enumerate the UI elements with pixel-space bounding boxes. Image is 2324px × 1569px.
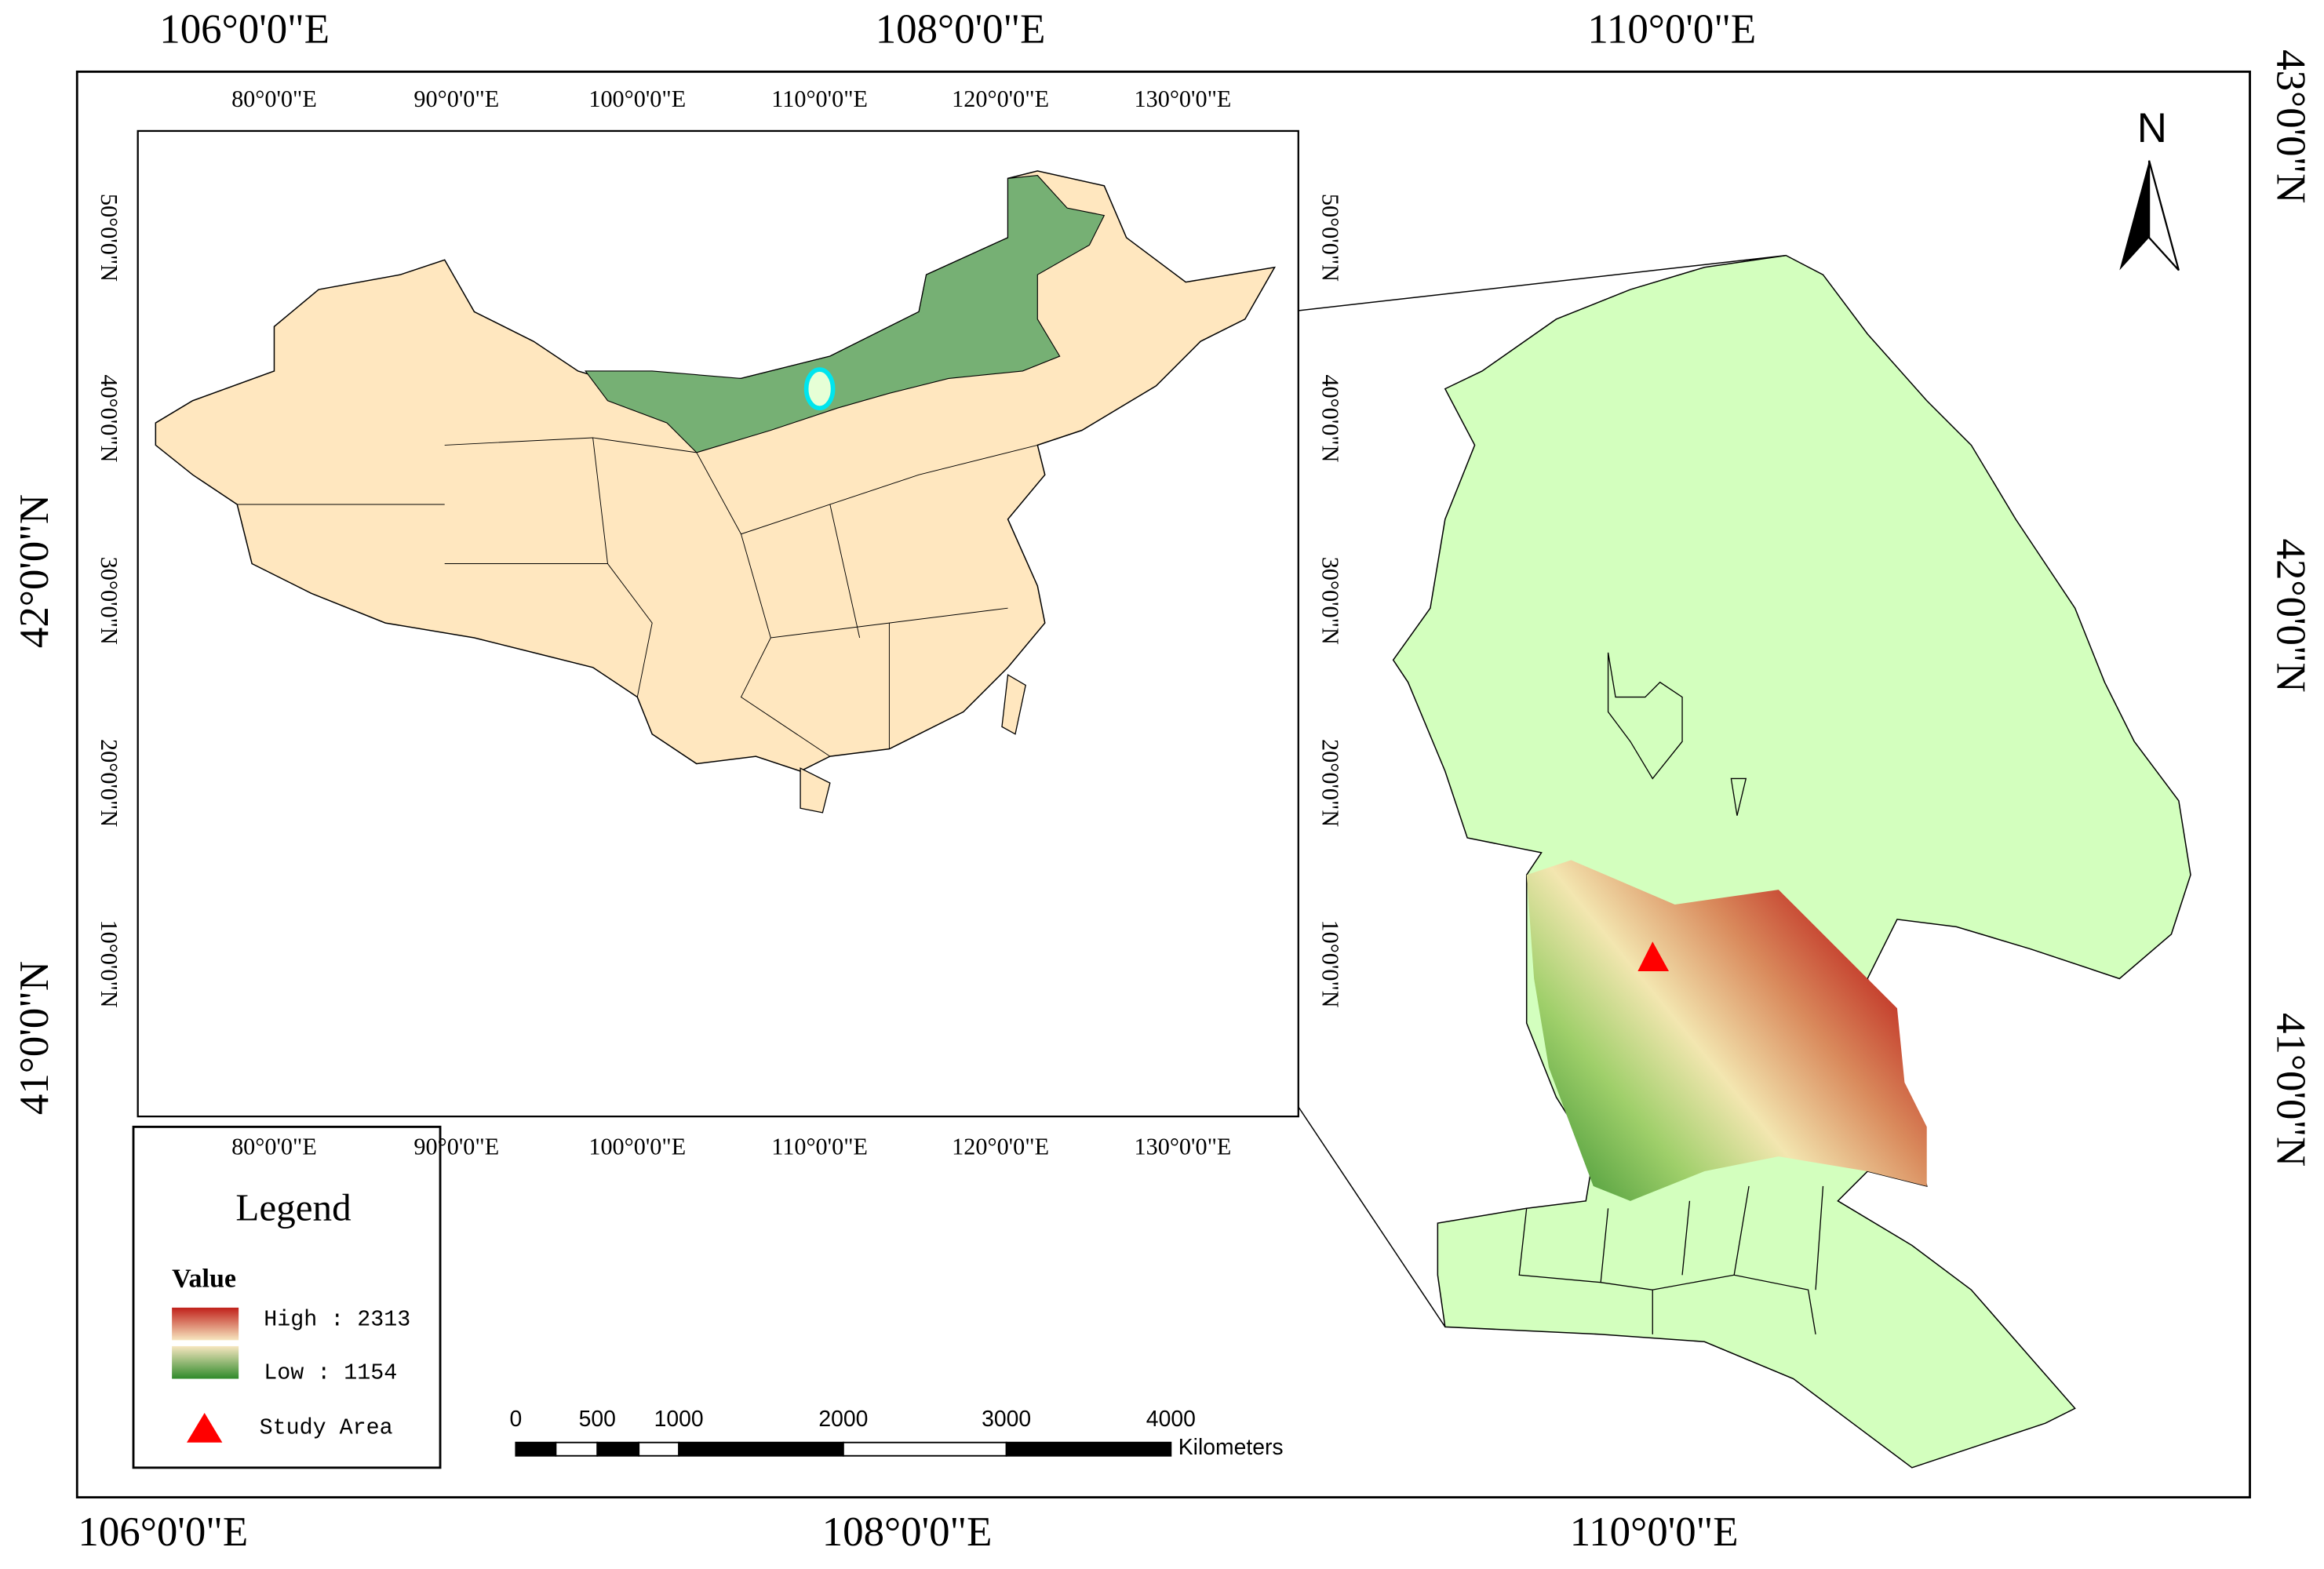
coordinate-label: 41°0'0"N <box>2268 1013 2314 1167</box>
coordinate-label: 90°0'0"E <box>413 86 499 112</box>
legend-high: High : 2313 <box>264 1306 410 1332</box>
study-area-marker <box>1637 941 1670 972</box>
coordinate-label: 20°0'0"N <box>96 739 122 827</box>
coordinate-label: 120°0'0"E <box>952 86 1049 112</box>
scale-bar-segment <box>842 1441 1007 1457</box>
coordinate-label: 50°0'0"N <box>96 194 122 282</box>
legend-marker <box>187 1412 223 1443</box>
coordinate-label: 80°0'0"E <box>231 1134 317 1160</box>
scale-bar-label: 4000 <box>1146 1407 1196 1432</box>
coordinate-label: 110°0'0"E <box>1570 1509 1739 1555</box>
dem-raster <box>1526 860 1927 1201</box>
coordinate-label: 90°0'0"E <box>413 1134 499 1160</box>
district-lines <box>1518 652 1824 1334</box>
scale-bar-segment <box>638 1441 680 1457</box>
coordinate-label: 42°0'0"N <box>12 494 57 648</box>
coordinate-label: 110°0'0"E <box>771 86 868 112</box>
scale-bar-label: 1000 <box>654 1407 704 1432</box>
legend-low: Low : 1154 <box>264 1360 397 1385</box>
coordinate-label: 30°0'0"N <box>1317 557 1344 645</box>
legend-swatch-high <box>172 1307 239 1341</box>
coordinate-label: 40°0'0"N <box>96 374 122 462</box>
scale-bar-label: 3000 <box>982 1407 1031 1432</box>
legend-point: Study Area <box>260 1414 393 1440</box>
coordinate-label: 30°0'0"N <box>96 557 122 645</box>
coordinate-label: 42°0'0"N <box>2268 539 2314 693</box>
coordinate-label: 130°0'0"E <box>1135 1134 1232 1160</box>
scale-unit: Kilometers <box>1178 1435 1284 1460</box>
study-area-locator <box>803 367 836 411</box>
coordinate-label: 106°0'0"E <box>78 1509 248 1555</box>
coordinate-label: 41°0'0"N <box>12 961 57 1115</box>
province-lines <box>237 437 1038 757</box>
scale-bar-segment <box>1005 1441 1172 1457</box>
legend-swatch-low <box>172 1345 239 1379</box>
coordinate-label: 40°0'0"N <box>1317 374 1344 462</box>
legend-box <box>132 1125 442 1469</box>
north-label: N <box>2137 105 2167 151</box>
coordinate-label: 110°0'0"E <box>771 1134 868 1160</box>
scale-bar-label: 0 <box>509 1407 522 1432</box>
coordinate-label: 20°0'0"N <box>1317 739 1344 827</box>
scale-bar-label: 2000 <box>818 1407 868 1432</box>
north-arrow <box>2147 160 2180 271</box>
coordinate-label: 43°0'0"N <box>2268 49 2314 203</box>
inner-mongolia <box>585 175 1106 453</box>
coordinate-label: 100°0'0"E <box>588 1134 686 1160</box>
scale-bar-segment <box>515 1441 557 1457</box>
coordinate-label: 106°0'0"E <box>159 6 330 52</box>
islands <box>800 674 1026 814</box>
scale-bar-segment <box>555 1441 599 1457</box>
scale-bar-segment <box>678 1441 844 1457</box>
coordinate-label: 108°0'0"E <box>822 1509 993 1555</box>
coordinate-label: 10°0'0"N <box>96 920 122 1008</box>
scale-bar-label: 500 <box>579 1407 616 1432</box>
legend-title: Legend <box>235 1185 351 1229</box>
coordinate-label: 80°0'0"E <box>231 86 317 112</box>
coordinate-label: 120°0'0"E <box>952 1134 1049 1160</box>
coordinate-label: 108°0'0"E <box>876 6 1046 52</box>
coordinate-label: 50°0'0"N <box>1317 194 1344 282</box>
legend-field: Value <box>172 1265 236 1294</box>
coordinate-label: 100°0'0"E <box>588 86 686 112</box>
coordinate-label: 130°0'0"E <box>1135 86 1232 112</box>
coordinate-label: 10°0'0"N <box>1317 920 1344 1008</box>
coordinate-label: 110°0'0"E <box>1587 6 1756 52</box>
scale-bar-segment <box>596 1441 640 1457</box>
